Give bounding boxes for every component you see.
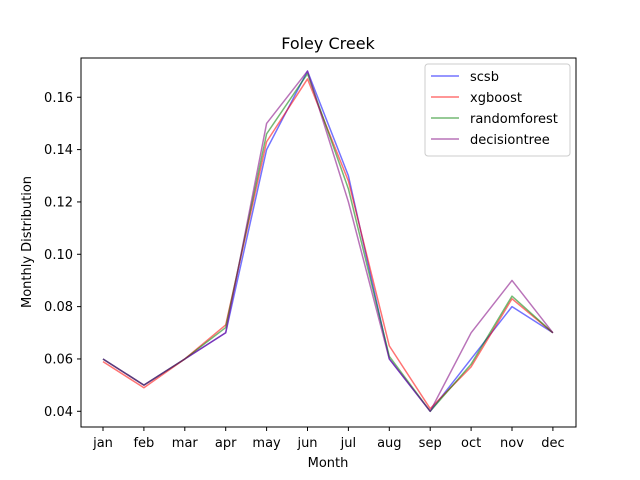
series-layer — [102, 70, 554, 413]
x-tick-label: jun — [296, 436, 317, 451]
x-tick-label: feb — [133, 436, 154, 451]
legend: scsb xgboost randomforest decisiontree — [424, 63, 571, 157]
legend-label: xgboost — [470, 91, 522, 106]
y-axis-label: Monthly Distribution — [20, 176, 35, 308]
x-tick-label: jan — [92, 436, 113, 451]
y-tick-label: 0.06 — [44, 352, 73, 367]
legend-label: scsb — [470, 70, 499, 85]
legend-label: decisiontree — [470, 133, 550, 148]
y-axis: 0.04 0.06 0.08 0.10 0.12 0.14 0.16 — [44, 91, 81, 420]
chart-title: Foley Creek — [281, 34, 375, 53]
y-tick-label: 0.04 — [44, 405, 73, 420]
y-tick-label: 0.16 — [44, 91, 73, 106]
x-tick-label: oct — [461, 436, 481, 451]
x-tick-label: mar — [172, 436, 199, 451]
legend-label: randomforest — [470, 112, 558, 127]
plot-frame — [80, 57, 577, 428]
x-tick-label: sep — [419, 436, 442, 451]
y-tick-label: 0.12 — [44, 195, 73, 210]
y-tick-label: 0.14 — [44, 143, 73, 158]
y-tick-label: 0.10 — [44, 248, 73, 263]
x-axis-label: Month — [308, 456, 349, 471]
x-tick-label: apr — [215, 436, 237, 451]
legend-frame — [424, 63, 571, 157]
x-tick-label: dec — [541, 436, 564, 451]
x-tick-label: nov — [500, 436, 524, 451]
x-axis: jan feb mar apr may jun jul aug sep oct nov dec — [92, 427, 565, 451]
series-line-decisiontree — [102, 70, 554, 413]
x-tick-label: aug — [377, 436, 401, 451]
y-tick-label: 0.08 — [44, 300, 73, 315]
x-tick-label: may — [252, 436, 281, 451]
x-tick-label: jul — [340, 436, 356, 451]
